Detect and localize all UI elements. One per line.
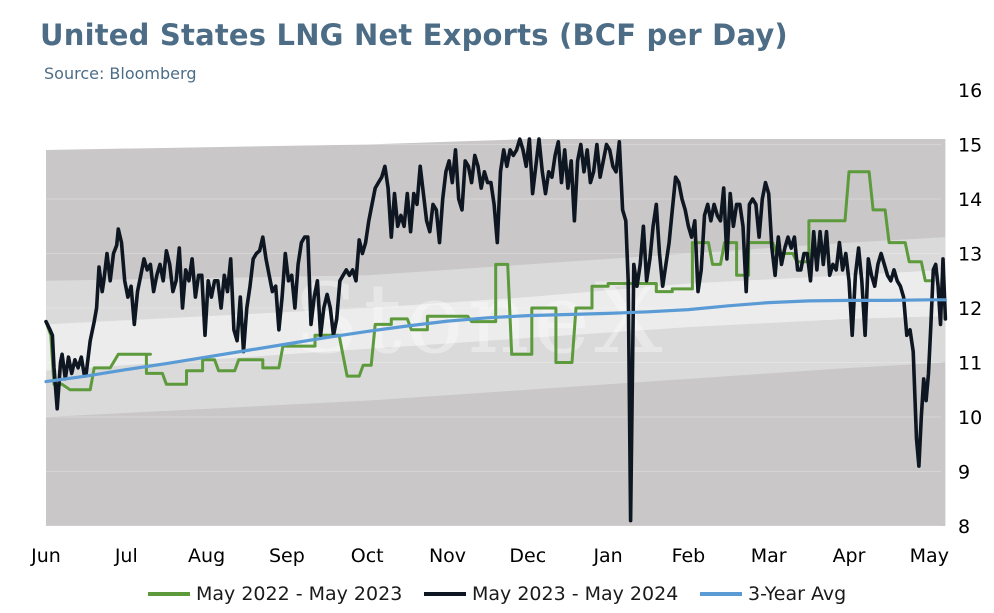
legend: May 2022 - May 2023 May 2023 - May 2024 … [0, 580, 994, 610]
x-tick-label: Mar [751, 545, 787, 567]
x-tick-label: Jul [114, 545, 138, 567]
legend-item-3yr-avg: 3-Year Avg [700, 580, 846, 608]
y-tick-label: 12 [958, 298, 982, 320]
x-tick-label: Nov [429, 545, 466, 567]
legend-item-2023-2024: May 2023 - May 2024 [424, 580, 678, 608]
legend-swatch-green [148, 592, 190, 596]
legend-swatch-blue [700, 592, 742, 596]
legend-label: May 2022 - May 2023 [196, 583, 403, 605]
y-tick-label: 16 [958, 80, 982, 102]
legend-label: 3-Year Avg [748, 583, 847, 605]
y-tick-label: 9 [958, 462, 970, 484]
x-tick-label: Jan [592, 545, 622, 567]
x-tick-label: Aug [188, 545, 225, 567]
x-tick-label: Oct [351, 545, 384, 567]
chart-subtitle: Source: Bloomberg [44, 64, 197, 83]
x-tick-label: Dec [509, 545, 546, 567]
y-tick-label: 10 [958, 407, 982, 429]
legend-label: May 2023 - May 2024 [472, 583, 679, 605]
x-tick-label: Apr [833, 545, 866, 567]
series-line-1 [44, 137, 948, 523]
x-tick-label: Feb [672, 545, 706, 567]
x-tick-label: Jun [30, 545, 61, 567]
series-line-2 [44, 298, 947, 384]
y-tick-label: 13 [958, 244, 982, 266]
chart-title: United States LNG Net Exports (BCF per D… [40, 18, 788, 52]
y-tick-label: 8 [958, 516, 970, 538]
x-tick-label: May [910, 545, 949, 567]
legend-item-2022-2023: May 2022 - May 2023 [148, 580, 402, 608]
y-tick-label: 14 [958, 189, 982, 211]
x-tick-label: Sep [269, 545, 305, 567]
y-tick-label: 15 [958, 135, 982, 157]
legend-swatch-black [424, 592, 466, 596]
y-tick-label: 11 [958, 353, 982, 375]
